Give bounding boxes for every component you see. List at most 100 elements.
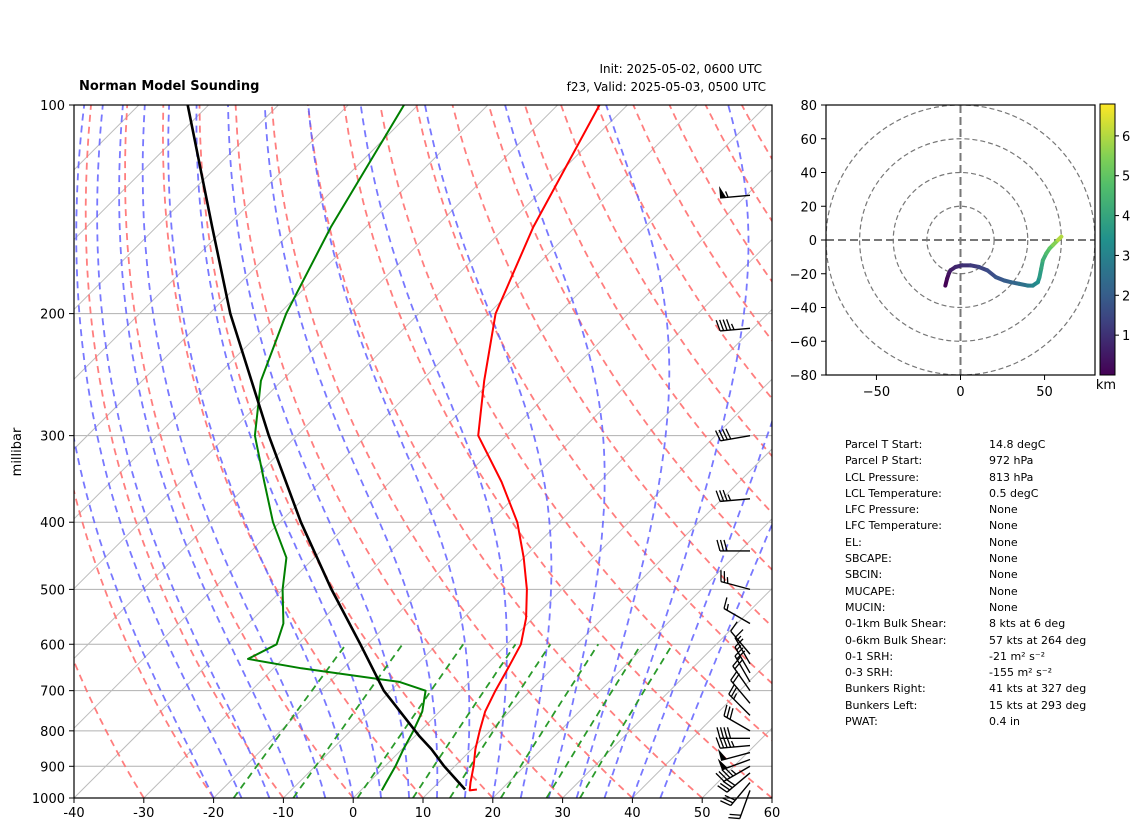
dry-adiabat: [84, 105, 285, 798]
wind-barb: [717, 748, 751, 762]
dry-adiabat: [270, 105, 634, 798]
wind-barb: [719, 185, 751, 199]
temperature-profile: [468, 105, 601, 792]
y-tick-label: 600: [40, 638, 65, 653]
parameter-row: SBCIN: None: [845, 567, 1129, 583]
dewpoint-profile: [247, 105, 427, 791]
wind-barb: [732, 656, 751, 692]
y-tick-label: 800: [40, 725, 65, 740]
isotherm-line: [74, 105, 768, 798]
colorbar-tick-label: 2: [1122, 289, 1130, 304]
wind-barb: [715, 428, 751, 442]
isotherm-line: [352, 378, 772, 798]
dry-adiabat: [343, 105, 772, 798]
x-tick-label: 30: [554, 806, 571, 821]
parcel-profile: [186, 105, 467, 791]
parameter-row: LCL Pressure: 813 hPa: [845, 470, 1129, 486]
parameter-label: LCL Pressure:: [845, 470, 920, 484]
parameter-row: Parcel T Start: 14.8 degC: [845, 437, 1129, 453]
isotherm-line: [74, 105, 279, 311]
isotherm-line: [74, 105, 698, 729]
isotherm-line: [74, 105, 349, 380]
parameter-label: LCL Temperature:: [845, 486, 942, 500]
isotherm-line: [74, 105, 628, 660]
parameter-row: LCL Temperature: 0.5 degC: [845, 486, 1129, 502]
mixing-ratio-line: [579, 643, 674, 798]
y-tick-label: 400: [40, 516, 65, 531]
parameter-value: None: [989, 503, 1018, 517]
wind-barb: [717, 758, 751, 771]
x-tick-label: 50: [694, 806, 711, 821]
moist-adiabat: [359, 105, 508, 798]
wind-barb: [715, 319, 751, 332]
mixing-ratio-line: [412, 643, 517, 798]
dry-adiabat: [198, 105, 494, 798]
plot-area: [74, 105, 772, 798]
wind-barb: [723, 597, 751, 625]
parameter-row: MUCAPE: None: [845, 584, 1129, 600]
hodograph-y-tick-label: −20: [790, 268, 817, 283]
parameter-table: Parcel T Start: 14.8 degC Parcel P Start: 9…: [845, 437, 1129, 730]
hodograph-x-tick-label: −50: [863, 385, 890, 400]
isotherm-line: [422, 448, 772, 798]
wind-barb: [716, 727, 750, 739]
wind-barb: [728, 683, 751, 716]
hodograph-y-tick-label: 20: [800, 200, 817, 215]
y-tick-label: 1000: [32, 792, 65, 807]
parameter-row: Bunkers Left: 15 kts at 293 deg: [845, 698, 1129, 714]
parameter-row: LFC Temperature: None: [845, 518, 1129, 534]
init-time: Init: 2025-05-02, 0600 UTC: [599, 62, 762, 76]
y-tick-label: 100: [40, 99, 65, 114]
parameter-row: Parcel P Start: 972 hPa: [845, 453, 1129, 469]
moist-adiabat: [603, 105, 750, 798]
mixing-ratio-line: [545, 643, 642, 798]
mixing-ratio-line: [500, 643, 600, 798]
mixing-ratio-line: [292, 643, 404, 798]
hodograph-y-tick-label: −80: [790, 369, 817, 384]
moist-adiabat: [307, 105, 471, 798]
dry-adiabat: [379, 105, 772, 742]
x-tick-label: 60: [764, 806, 781, 821]
hodograph-y-tick-label: 80: [800, 99, 817, 114]
parameter-value: -21 m² s⁻²: [989, 649, 1046, 663]
hodograph-y-tick-label: −60: [790, 335, 817, 350]
moist-adiabat: [96, 105, 271, 798]
x-tick-label: -40: [63, 806, 84, 821]
wind-barb: [715, 489, 751, 503]
wind-barb: [723, 704, 751, 732]
moist-adiabat: [424, 105, 553, 798]
parameter-value: 41 kts at 327 deg: [989, 682, 1087, 696]
moist-adiabat: [195, 105, 382, 798]
mixing-ratio-line: [449, 643, 552, 798]
isotherm-line: [74, 105, 209, 241]
parameter-value: None: [989, 552, 1018, 566]
isotherm-line: [492, 518, 772, 798]
x-tick-label: -10: [273, 806, 294, 821]
moist-adiabat: [141, 105, 327, 798]
parameter-value: 8 kts at 6 deg: [989, 617, 1066, 631]
parameter-label: MUCAPE:: [845, 584, 896, 598]
parameter-label: LFC Pressure:: [845, 503, 920, 517]
moist-adiabat: [167, 105, 355, 798]
x-tick-label: -30: [133, 806, 154, 821]
colorbar-tick-label: 5: [1122, 170, 1130, 185]
parameter-label: 0-6km Bulk Shear:: [845, 633, 947, 647]
wind-barb: [734, 629, 751, 665]
hodograph-y-tick-label: 40: [800, 167, 817, 182]
parameter-row: 0-6km Bulk Shear: 57 kts at 264 deg: [845, 633, 1129, 649]
parameter-value: None: [989, 535, 1018, 549]
x-tick-label: 20: [485, 806, 502, 821]
parameter-label: 0-3 SRH:: [845, 666, 894, 680]
parameter-label: SBCIN:: [845, 568, 883, 582]
moist-adiabat: [504, 105, 606, 798]
parameter-label: PWAT:: [845, 715, 878, 729]
hodograph-y-tick-label: 0: [809, 234, 817, 249]
y-tick-label: 500: [40, 583, 65, 598]
hodograph-y-tick-label: 60: [800, 133, 817, 148]
valid-time: f23, Valid: 2025-05-03, 0500 UTC: [566, 80, 766, 94]
parameter-value: 0.5 degC: [989, 486, 1039, 500]
parameter-label: Parcel P Start:: [845, 454, 923, 468]
parameter-value: None: [989, 568, 1018, 582]
